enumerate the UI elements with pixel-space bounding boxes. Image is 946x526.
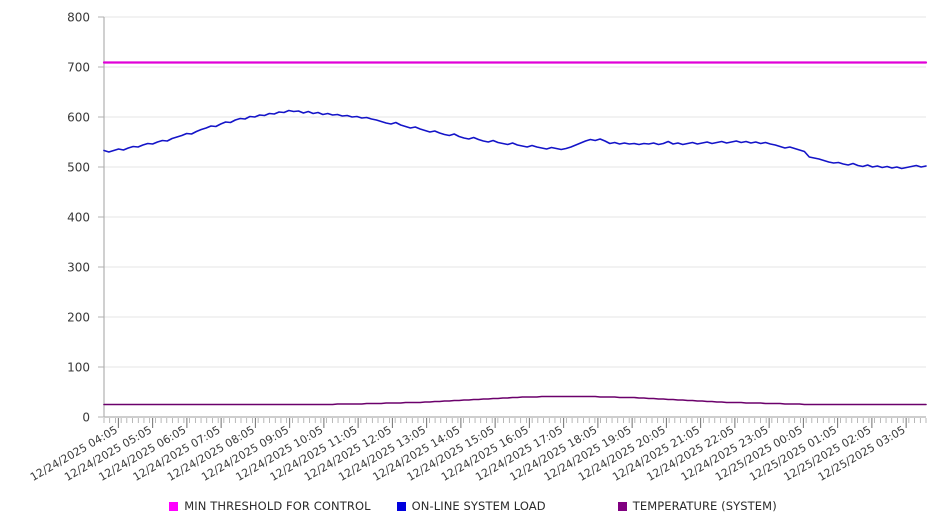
legend-item-temperature-system[interactable]: TEMPERATURE (SYSTEM) [617, 499, 777, 513]
legend-label-on-line-system-load: ON-LINE SYSTEM LOAD [411, 499, 546, 513]
series-line [103, 109, 927, 170]
y-axis-tick-label: 0 [82, 411, 90, 425]
legend-item-min-threshold-for-control[interactable]: MIN THRESHOLD FOR CONTROL [169, 499, 371, 513]
y-axis-tick-label: 200 [67, 311, 90, 325]
y-axis-tick-label: 300 [67, 261, 90, 275]
legend-swatch-temperature-system [617, 501, 627, 511]
y-axis-tick-label: 600 [67, 111, 90, 125]
legend-swatch-min-threshold-for-control [169, 501, 179, 511]
legend-item-on-line-system-load[interactable]: ON-LINE SYSTEM LOAD [396, 499, 546, 513]
legend-swatch-on-line-system-load [396, 501, 406, 511]
series-line [103, 395, 927, 406]
legend-label-temperature-system: TEMPERATURE (SYSTEM) [632, 499, 777, 513]
y-axis-tick-label: 800 [67, 11, 90, 25]
y-axis-tick-label: 400 [67, 211, 90, 225]
y-axis-tick-label: 700 [67, 61, 90, 75]
y-axis-tick-label: 100 [67, 361, 90, 375]
y-axis-tick-label: 500 [67, 161, 90, 175]
chart-legend: MIN THRESHOLD FOR CONTROL ON-LINE SYSTEM… [0, 495, 946, 517]
legend-label-min-threshold-for-control: MIN THRESHOLD FOR CONTROL [184, 499, 371, 513]
